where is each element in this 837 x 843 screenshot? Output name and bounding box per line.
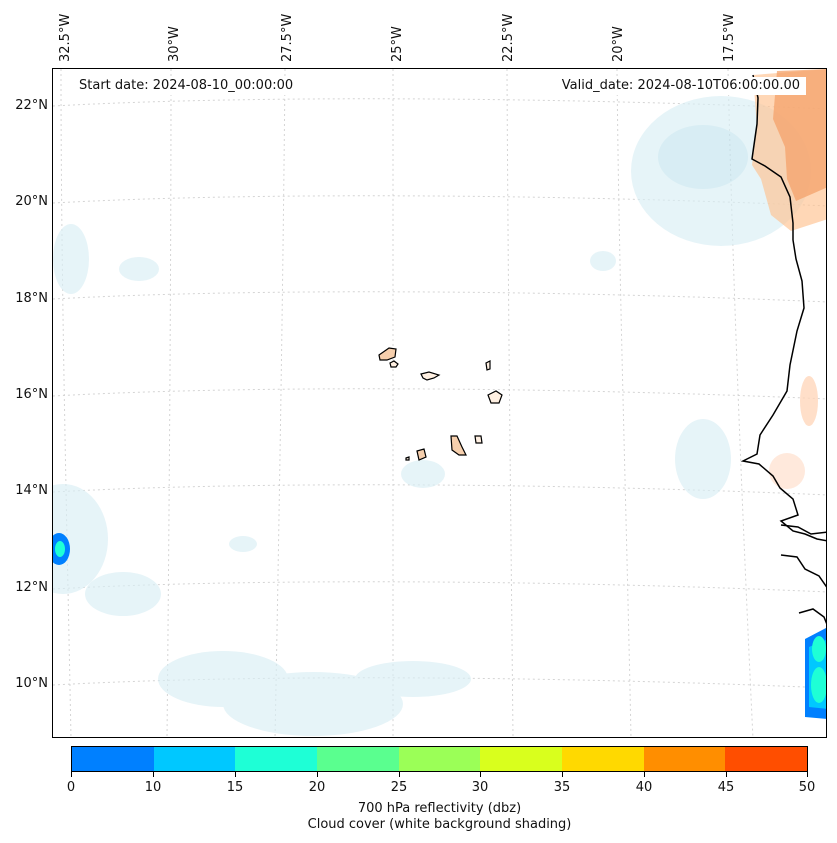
sao-vicente-island	[389, 360, 399, 368]
sal-island	[485, 360, 491, 371]
colorbar-tick-50	[807, 772, 808, 777]
colorbar-tick-10	[153, 772, 154, 777]
colorbar-tick-25	[399, 772, 400, 777]
valid-date-label: Valid_date: 2024-08-10T06:00:00.00	[555, 77, 806, 95]
meridian-27-5w	[274, 69, 286, 737]
lon-label-25w: 25°W	[390, 26, 405, 62]
african-coastline	[740, 74, 826, 542]
weather-map[interactable]	[53, 69, 827, 738]
sahara-reflectivity-core	[773, 69, 826, 201]
colorbar-label: 700 hPa reflectivity (dbz)	[357, 801, 522, 816]
lat-label-22n: 22°N	[15, 98, 48, 113]
parallel-12n	[53, 581, 826, 593]
meridian-20w	[616, 69, 632, 737]
colorbar-tick-label-25: 25	[390, 780, 408, 795]
map-frame[interactable]: Start date: 2024-08-10_00:00:00 Valid_da…	[52, 68, 827, 738]
lon-label-22-5w: 22.5°W	[501, 13, 516, 62]
santo-antao-island	[378, 347, 397, 361]
guinea-bissau-coast	[780, 554, 826, 588]
coastal-orange-cell-2	[769, 453, 805, 489]
colorbar-segment	[643, 747, 726, 771]
lon-label-27-5w: 27.5°W	[280, 13, 295, 62]
lat-label-20n: 20°N	[15, 194, 48, 209]
lat-label-16n: 16°N	[15, 387, 48, 402]
cloud-west-3	[53, 484, 108, 594]
cloud-west-4	[85, 572, 161, 616]
gambia-coast	[780, 524, 826, 535]
cloud-west-2	[119, 257, 159, 281]
colorbar-tick-15	[235, 772, 236, 777]
colorbar-tick-30	[480, 772, 481, 777]
colorbar-tick-label-45: 45	[717, 780, 735, 795]
lat-label-12n: 12°N	[15, 580, 48, 595]
southeast-reflectivity-core-2	[811, 667, 826, 703]
guinea-coast	[798, 608, 826, 625]
meridian-30w	[166, 69, 172, 737]
cloud-cover	[53, 96, 811, 736]
lon-label-30w: 30°W	[167, 26, 182, 62]
parallel-10n	[53, 677, 826, 689]
colorbar-segment	[153, 747, 236, 771]
lon-label-17-5w: 17.5°W	[722, 13, 737, 62]
colorbar-tick-label-50: 50	[798, 780, 816, 795]
colorbar-segment	[72, 747, 154, 771]
santiago-island	[450, 435, 467, 456]
sao-nicolau-island	[420, 371, 441, 381]
colorbar-tick-0	[71, 772, 72, 777]
reflectivity-colorbar	[71, 746, 808, 772]
cloud-south-3	[355, 661, 471, 697]
colorbar-tick-label-0: 0	[66, 780, 76, 795]
maio-island	[474, 435, 483, 444]
colorbar-segment	[398, 747, 481, 771]
lon-label-32-5w: 32.5°W	[58, 13, 73, 62]
colorbar-tick-label-40: 40	[635, 780, 653, 795]
colorbar-tick-label-20: 20	[308, 780, 326, 795]
meridian-22-5w	[506, 69, 514, 737]
start-date-label: Start date: 2024-08-10_00:00:00	[73, 77, 300, 95]
southeast-reflectivity-core-1	[812, 636, 826, 662]
cloud-small-1	[590, 251, 616, 271]
parallel-16n	[53, 388, 826, 400]
colorbar-tick-20	[317, 772, 318, 777]
colorbar-tick-35	[562, 772, 563, 777]
colorbar-segment	[725, 747, 808, 771]
colorbar-tick-label-30: 30	[471, 780, 489, 795]
colorbar-segment	[235, 747, 318, 771]
fogo-island	[416, 448, 427, 461]
coastline	[740, 74, 826, 625]
colorbar-segment	[317, 747, 399, 771]
cloud-south-2	[223, 672, 403, 736]
parallel-18n	[53, 291, 826, 303]
colorbar-tick-label-35: 35	[553, 780, 571, 795]
lon-label-20w: 20°W	[611, 26, 626, 62]
colorbar-sublabel: Cloud cover (white background shading)	[307, 817, 572, 832]
colorbar-tick-40	[644, 772, 645, 777]
cloud-small-2	[229, 536, 257, 552]
lat-label-14n: 14°N	[15, 483, 48, 498]
reflectivity-shading	[53, 69, 826, 719]
cloud-northeast-core	[658, 125, 748, 189]
colorbar-segment	[480, 747, 563, 771]
boa-vista-island	[487, 390, 503, 404]
cloud-west-1	[53, 224, 89, 294]
colorbar-tick-label-10: 10	[144, 780, 162, 795]
cloud-islands	[401, 460, 445, 488]
brava-island	[405, 456, 410, 461]
colorbar-tick-45	[726, 772, 727, 777]
islands	[378, 347, 503, 461]
colorbar-tick-label-15: 15	[226, 780, 244, 795]
cloud-small-3	[675, 419, 731, 499]
coastal-orange-cell-1	[800, 376, 818, 426]
colorbar-segment	[562, 747, 644, 771]
meridian-32-5w	[60, 69, 72, 737]
west-reflectivity-inner	[55, 541, 65, 557]
lat-label-10n: 10°N	[15, 676, 48, 691]
lat-label-18n: 18°N	[15, 291, 48, 306]
